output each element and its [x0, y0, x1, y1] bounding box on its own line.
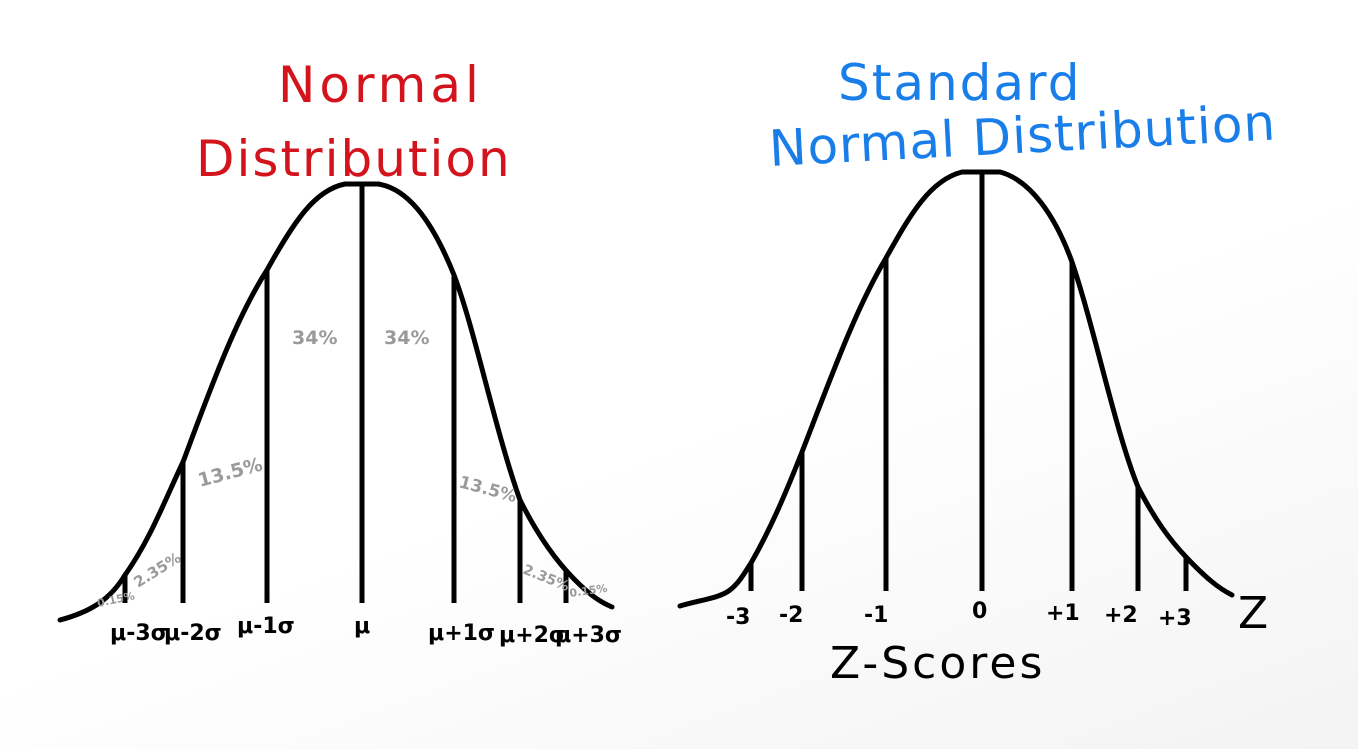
- tick-label-mu-plus-2sigma: μ+2σ: [499, 623, 566, 648]
- tick-label-mu-minus-3sigma: μ-3σ: [110, 621, 168, 646]
- tick-label-mu: μ: [354, 614, 370, 639]
- z-tick-plus-2: +2: [1104, 603, 1138, 628]
- pct-mid-left: 13.5%: [196, 454, 265, 492]
- normal-bell-curve: [57, 181, 615, 623]
- tick-label-mu-plus-3sigma: μ+3σ: [555, 623, 622, 648]
- pct-outer-right: 0.15%: [569, 582, 609, 600]
- left-title-line2: Distribution: [196, 130, 512, 188]
- standard-normal-distribution-panel: Standard Normal Distribution -3 -2 -1 0 …: [677, 54, 1277, 689]
- tick-label-mu-minus-2sigma: μ-2σ: [164, 621, 222, 646]
- z-axis-label: Z-Scores: [830, 638, 1045, 689]
- z-tick-minus-2: -2: [779, 603, 803, 628]
- pct-center-left: 34%: [292, 327, 337, 349]
- pct-center-right: 34%: [384, 327, 429, 349]
- z-tick-minus-3: -3: [726, 605, 750, 630]
- standard-bell-curve: [677, 169, 1235, 609]
- z-tick-plus-3: +3: [1158, 606, 1192, 631]
- z-tick-0: 0: [972, 599, 987, 624]
- tick-label-mu-plus-1sigma: μ+1σ: [428, 621, 495, 646]
- z-axis-symbol: Z: [1238, 588, 1268, 639]
- pct-mid-right: 13.5%: [457, 473, 519, 508]
- tick-label-mu-minus-1sigma: μ-1σ: [237, 614, 295, 639]
- right-title-line1: Standard: [838, 54, 1081, 112]
- z-tick-plus-1: +1: [1046, 601, 1080, 626]
- z-tick-minus-1: -1: [864, 603, 888, 628]
- normal-distribution-panel: Normal Distribution 0.15% 2.35% 13.5% 34…: [57, 56, 622, 648]
- pct-outer-left: 0.15%: [96, 589, 136, 610]
- left-title-line1: Normal: [278, 56, 483, 114]
